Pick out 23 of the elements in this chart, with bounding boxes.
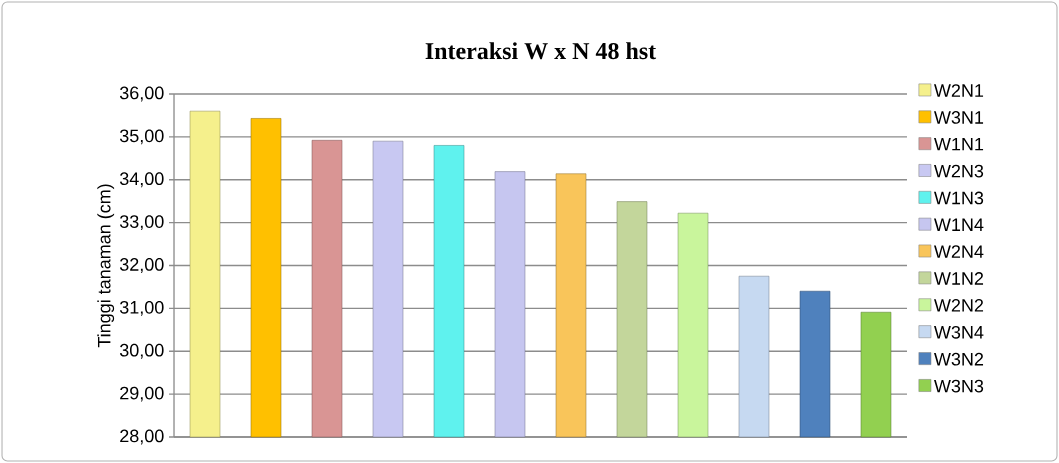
y-tick-label: 29,00 [120,386,164,402]
legend-label: W3N3 [934,379,984,393]
y-tick-label: 35,00 [119,129,164,145]
y-tick-label: 32,00 [119,258,164,273]
legend-label: W3N2 [934,352,984,366]
y-axis-title: Tinggi tanaman (cm) [97,184,115,348]
y-tick-label: 33,00 [119,215,164,231]
legend-label: W1N3 [934,191,984,205]
y-tick-label: 36,00 [119,86,164,102]
legend-label: W3N4 [934,325,984,339]
y-tick-label: 28,00 [120,429,164,445]
legend-label: W2N2 [934,299,984,312]
legend-label: W1N2 [934,272,984,285]
chart-title: Interaksi W x N 48 hst [425,42,657,60]
legend-label: W2N3 [934,164,984,178]
legend-label: W2N4 [934,245,984,258]
legend-label: W3N1 [934,111,984,124]
y-tick-label: 31,00 [119,300,164,316]
y-tick-label: 30,00 [119,343,164,359]
legend-label: W1N4 [934,218,984,231]
y-tick-label: 34,00 [119,172,164,188]
legend-label: W2N1 [934,84,984,97]
legend-label: W1N1 [934,137,984,151]
